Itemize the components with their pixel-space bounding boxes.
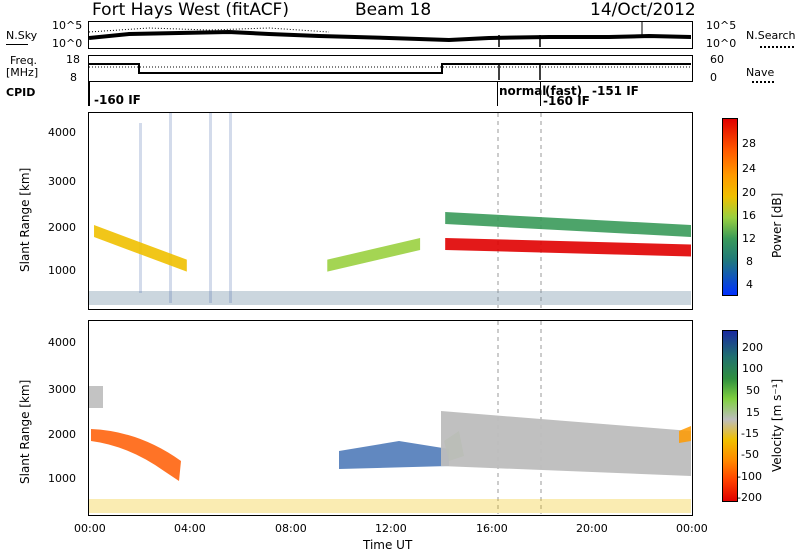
velocity-colorbar <box>722 330 738 502</box>
noise-right-tick-bottom: 10^0 <box>706 37 737 50</box>
power-colorbar <box>722 118 738 296</box>
power-band-1 <box>327 238 421 272</box>
freq-label-line2: [MHz] <box>6 66 39 79</box>
power-ytick-1000: 1000 <box>48 264 76 277</box>
power-panel-frame <box>88 112 693 310</box>
power-ytick-4000: 4000 <box>48 126 76 139</box>
velocity-cb-tick-neg200: -200 <box>737 491 762 504</box>
nave-tick-bottom: 0 <box>710 71 717 84</box>
power-dashed-markers <box>497 113 542 308</box>
date-label: 14/Oct/2012 <box>590 0 696 20</box>
noise-sky-legend-line <box>6 44 28 45</box>
cpid-marker-start <box>88 82 90 106</box>
power-cb-tick-20: 20 <box>742 186 756 199</box>
cpid-entry-5: -160 IF <box>543 94 590 108</box>
velocity-panel-frame <box>88 320 693 516</box>
velocity-ytick-4000: 4000 <box>48 336 76 349</box>
xaxis-label: Time UT <box>363 538 413 552</box>
power-bands <box>94 212 691 272</box>
velocity-plot <box>89 321 691 514</box>
xtick-3: 12:00 <box>375 522 407 535</box>
velocity-cb-tick-neg15: -15 <box>741 427 759 440</box>
xtick-2: 08:00 <box>275 522 307 535</box>
noise-search-legend-line <box>760 46 794 48</box>
noise-search-label: N.Search <box>746 29 796 42</box>
freq-tick-top: 18 <box>66 53 80 66</box>
velocity-cb-tick-50: 50 <box>746 384 760 397</box>
power-band-3 <box>445 212 691 237</box>
noise-right-tick-top: 10^5 <box>706 19 737 32</box>
noise-left-tick-bottom: 10^0 <box>52 37 83 50</box>
power-speckle <box>89 113 691 305</box>
station-title: Fort Hays West (fitACF) <box>92 0 289 20</box>
nave-tick-top: 60 <box>710 53 724 66</box>
freq-label-line1: Freq. <box>10 54 38 67</box>
power-ylabel: Slant Range [km] <box>18 167 32 272</box>
cpid-label: CPID <box>6 86 36 99</box>
power-cb-tick-24: 24 <box>742 162 756 175</box>
noise-trace <box>88 22 692 47</box>
nave-legend-line <box>752 81 774 83</box>
noise-left-tick-top: 10^5 <box>52 19 83 32</box>
beam-label: Beam 18 <box>355 0 432 20</box>
xtick-6: 00:00 <box>676 522 708 535</box>
power-cb-tick-16: 16 <box>742 209 756 222</box>
velocity-ytick-2000: 2000 <box>48 428 76 441</box>
xtick-0: 00:00 <box>74 522 106 535</box>
velocity-cb-tick-15: 15 <box>746 406 760 419</box>
power-colorbar-label: Power [dB] <box>770 192 784 258</box>
cpid-entry-3: (fast) <box>545 84 583 98</box>
power-cb-tick-12: 12 <box>742 232 756 245</box>
xtick-5: 20:00 <box>576 522 608 535</box>
cpid-entry-1: -160 IF <box>94 93 141 107</box>
noise-sky-label: N.Sky <box>6 29 38 42</box>
velocity-cb-tick-neg100: -100 <box>737 470 762 483</box>
freq-panel-frame <box>88 55 693 82</box>
power-plot <box>89 113 691 308</box>
velocity-colorbar-label: Velocity [m s⁻¹] <box>770 378 784 472</box>
power-cb-tick-8: 8 <box>746 255 753 268</box>
power-ytick-3000: 3000 <box>48 175 76 188</box>
xtick-4: 16:00 <box>476 522 508 535</box>
freq-tick-bottom: 8 <box>70 71 77 84</box>
cpid-marker-1 <box>497 82 498 106</box>
power-ytick-2000: 2000 <box>48 221 76 234</box>
velocity-ylabel: Slant Range [km] <box>18 379 32 484</box>
power-cb-tick-28: 28 <box>742 137 756 150</box>
cpid-entry-2: normal <box>499 84 547 98</box>
velocity-cb-tick-neg50: -50 <box>741 448 759 461</box>
velocity-cb-tick-100: 100 <box>742 362 763 375</box>
cpid-marker-2 <box>540 82 541 106</box>
xtick-1: 04:00 <box>174 522 206 535</box>
power-cb-tick-4: 4 <box>746 278 753 291</box>
nave-label: Nave <box>746 66 775 79</box>
power-band-2 <box>445 238 691 257</box>
power-band-0 <box>94 225 187 272</box>
cpid-entry-4: -151 IF <box>592 84 639 98</box>
velocity-ytick-1000: 1000 <box>48 472 76 485</box>
noise-panel-frame <box>88 21 693 49</box>
velocity-cb-tick-200: 200 <box>742 341 763 354</box>
velocity-ytick-3000: 3000 <box>48 383 76 396</box>
freq-trace <box>89 63 691 80</box>
